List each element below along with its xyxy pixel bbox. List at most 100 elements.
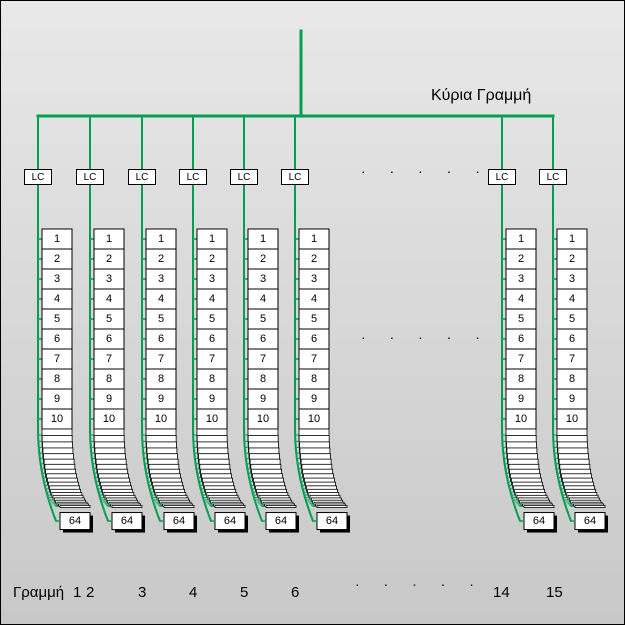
svg-text:4: 4: [209, 293, 215, 305]
svg-text:9: 9: [209, 393, 215, 405]
svg-text:9: 9: [518, 393, 524, 405]
svg-text:2: 2: [569, 253, 575, 265]
svg-text:8: 8: [518, 373, 524, 385]
svg-text:6: 6: [311, 333, 317, 345]
svg-text:4: 4: [54, 293, 60, 305]
svg-text:9: 9: [158, 393, 164, 405]
svg-text:6: 6: [260, 333, 266, 345]
svg-text:3: 3: [106, 273, 112, 285]
svg-text:64: 64: [69, 515, 81, 527]
svg-text:5: 5: [569, 313, 575, 325]
svg-text:2: 2: [518, 253, 524, 265]
svg-text:5: 5: [518, 313, 524, 325]
svg-text:9: 9: [106, 393, 112, 405]
svg-text:1: 1: [209, 233, 215, 245]
svg-text:1: 1: [260, 233, 266, 245]
svg-text:3: 3: [569, 273, 575, 285]
svg-text:2: 2: [158, 253, 164, 265]
lc-box: LC: [539, 169, 567, 185]
line-number-label: 15: [546, 584, 563, 601]
svg-text:2: 2: [311, 253, 317, 265]
svg-text:7: 7: [54, 353, 60, 365]
svg-text:10: 10: [51, 413, 63, 425]
svg-text:5: 5: [260, 313, 266, 325]
lc-box: LC: [230, 169, 258, 185]
svg-text:7: 7: [158, 353, 164, 365]
svg-text:9: 9: [260, 393, 266, 405]
svg-text:4: 4: [158, 293, 164, 305]
svg-text:64: 64: [533, 515, 545, 527]
svg-text:10: 10: [155, 413, 167, 425]
svg-text:8: 8: [209, 373, 215, 385]
svg-text:8: 8: [158, 373, 164, 385]
svg-text:64: 64: [121, 515, 133, 527]
svg-text:4: 4: [569, 293, 575, 305]
svg-text:6: 6: [518, 333, 524, 345]
svg-text:64: 64: [326, 515, 338, 527]
svg-text:7: 7: [106, 353, 112, 365]
svg-text:10: 10: [308, 413, 320, 425]
svg-text:10: 10: [257, 413, 269, 425]
svg-text:6: 6: [106, 333, 112, 345]
svg-text:7: 7: [518, 353, 524, 365]
svg-text:3: 3: [311, 273, 317, 285]
svg-text:7: 7: [311, 353, 317, 365]
svg-text:5: 5: [311, 313, 317, 325]
svg-text:4: 4: [311, 293, 317, 305]
svg-text:3: 3: [158, 273, 164, 285]
lc-box: LC: [24, 169, 52, 185]
svg-text:10: 10: [566, 413, 578, 425]
svg-text:6: 6: [54, 333, 60, 345]
svg-text:6: 6: [569, 333, 575, 345]
line-number-label: 1: [73, 584, 81, 601]
svg-text:10: 10: [515, 413, 527, 425]
svg-text:9: 9: [54, 393, 60, 405]
svg-text:64: 64: [173, 515, 185, 527]
svg-text:8: 8: [260, 373, 266, 385]
svg-text:7: 7: [209, 353, 215, 365]
diagram-canvas: 1234567891064123456789106412345678910641…: [0, 0, 625, 625]
svg-text:2: 2: [209, 253, 215, 265]
svg-text:5: 5: [54, 313, 60, 325]
ellipsis-dots: · · · · ·: [361, 329, 490, 345]
svg-text:64: 64: [584, 515, 596, 527]
svg-text:4: 4: [260, 293, 266, 305]
lc-box: LC: [128, 169, 156, 185]
lc-box: LC: [488, 169, 516, 185]
svg-text:2: 2: [54, 253, 60, 265]
svg-text:7: 7: [260, 353, 266, 365]
svg-text:8: 8: [54, 373, 60, 385]
wiring-svg: 1234567891064123456789106412345678910641…: [1, 1, 625, 625]
svg-text:10: 10: [206, 413, 218, 425]
line-number-label: 6: [291, 584, 299, 601]
svg-text:9: 9: [311, 393, 317, 405]
line-number-label: 5: [240, 584, 248, 601]
svg-text:1: 1: [518, 233, 524, 245]
svg-text:8: 8: [569, 373, 575, 385]
line-number-label: 4: [189, 584, 197, 601]
svg-text:5: 5: [158, 313, 164, 325]
svg-text:3: 3: [209, 273, 215, 285]
svg-text:6: 6: [209, 333, 215, 345]
line-label-prefix: Γραμμή: [13, 584, 64, 601]
line-number-label: 14: [493, 584, 510, 601]
svg-text:1: 1: [569, 233, 575, 245]
svg-text:3: 3: [260, 273, 266, 285]
svg-text:1: 1: [54, 233, 60, 245]
svg-text:2: 2: [260, 253, 266, 265]
svg-text:1: 1: [106, 233, 112, 245]
ellipsis-dots: · · · · ·: [361, 163, 490, 179]
svg-text:4: 4: [106, 293, 112, 305]
svg-text:3: 3: [54, 273, 60, 285]
svg-text:64: 64: [275, 515, 287, 527]
svg-text:4: 4: [518, 293, 524, 305]
svg-text:64: 64: [224, 515, 236, 527]
svg-text:5: 5: [106, 313, 112, 325]
main-line-label: Κύρια Γραμμή: [431, 87, 531, 105]
lc-box: LC: [281, 169, 309, 185]
svg-text:9: 9: [569, 393, 575, 405]
svg-text:8: 8: [106, 373, 112, 385]
svg-text:3: 3: [518, 273, 524, 285]
svg-text:5: 5: [209, 313, 215, 325]
svg-text:8: 8: [311, 373, 317, 385]
